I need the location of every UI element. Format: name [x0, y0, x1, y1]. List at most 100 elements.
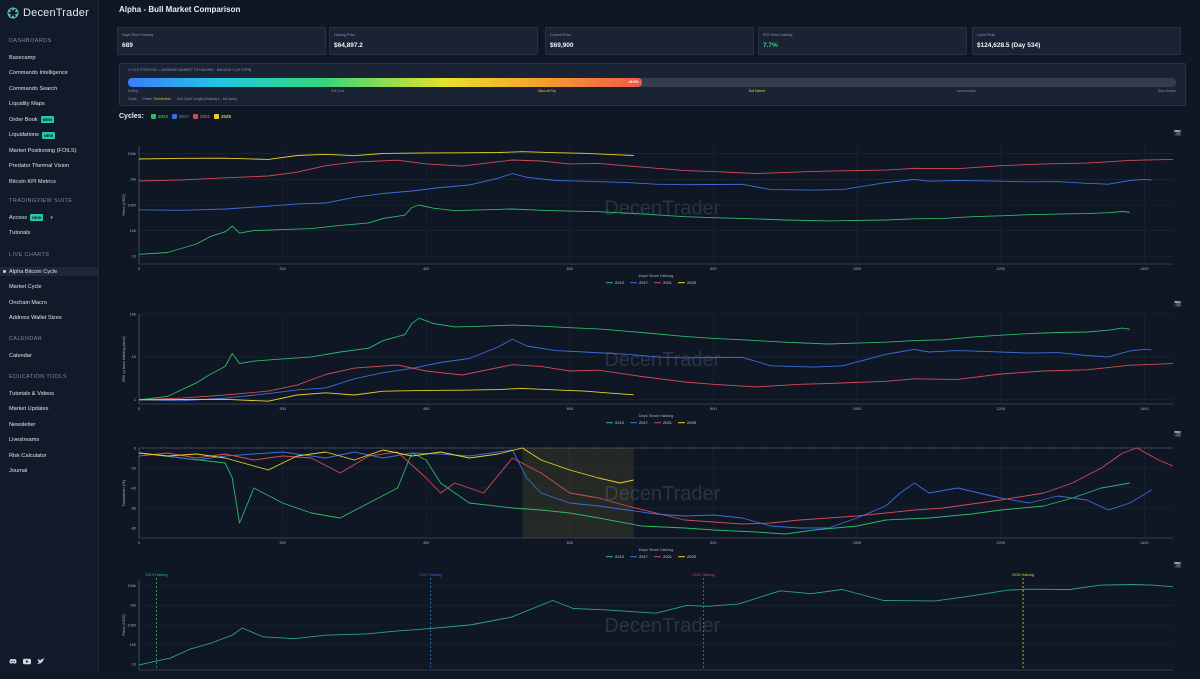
discord-icon[interactable] — [9, 658, 17, 665]
stat-value: $64,897.2 — [334, 42, 363, 49]
sidebar-item[interactable]: Tutorials — [9, 229, 30, 238]
sidebar-item-label: Access — [9, 214, 28, 221]
sidebar-item-label: Market Cycle — [9, 284, 42, 290]
x-tick-label: 1200 — [996, 267, 1004, 271]
sidebar-item[interactable]: Calendar — [9, 351, 32, 360]
x-tick-label: 400 — [423, 541, 429, 545]
risk-legend-phase-prefix: Phase: — [142, 97, 154, 101]
y-tick-label: 10 — [132, 662, 136, 666]
camera-icon[interactable]: 📷 — [1174, 562, 1182, 568]
x-tick-label: 1000 — [853, 267, 861, 271]
stat-label: Cycle Peak — [977, 33, 996, 37]
x-tick-label: 1400 — [1140, 541, 1148, 545]
x-tick-label: 1000 — [853, 541, 861, 545]
chevron-down-icon[interactable]: ▾ — [50, 214, 53, 221]
camera-icon[interactable]: 📷 — [1174, 301, 1182, 307]
logo[interactable]: DecenTrader — [7, 6, 89, 20]
series-line-2025 — [138, 447, 634, 484]
y-tick-label: -60 — [131, 506, 137, 510]
sidebar-item[interactable]: Market Positioning (FOILS) — [9, 146, 76, 155]
roi-chart[interactable]: DecenTrader 1 10 100 0 200 400 600 800 1000 1200 14… — [99, 310, 1200, 435]
sidebar-item-label: Calendar — [9, 352, 32, 359]
sidebar-item[interactable]: Access NEW ▾ — [9, 213, 53, 222]
risk-zone-label: Accumulation — [956, 89, 976, 93]
stat-card: Halving Price $64,897.2 — [329, 27, 538, 55]
legend-label: 2021 — [663, 280, 673, 285]
sidebar-item[interactable]: Order Book NEW — [9, 115, 54, 124]
cycle-toggle-2025[interactable]: 2025 — [213, 114, 231, 119]
sidebar-item[interactable]: Market Updates — [9, 405, 48, 414]
new-badge: NEW — [40, 116, 54, 123]
sidebar-item[interactable]: Predator Thermal Vision — [9, 162, 69, 171]
series-line-2017 — [138, 338, 1152, 402]
legend-label: 2025 — [687, 554, 697, 559]
x-tick-label: 400 — [423, 267, 429, 271]
x-tick-label: 1000 — [853, 407, 861, 411]
twitter-icon[interactable] — [37, 658, 45, 665]
legend-label: 2013 — [615, 280, 625, 285]
cycle-toggle-2017[interactable]: 2017 — [171, 114, 189, 119]
cycle-position-panel: CYCLE POSITION — AVERAGE MARKET TO HALVI… — [119, 63, 1186, 106]
cycle-label: 2025 — [220, 114, 231, 119]
youtube-icon[interactable] — [23, 658, 31, 665]
drawdown-chart[interactable]: DecenTrader 0 -20 -40 -60 -80 0 200 400 600 800 100… — [99, 440, 1200, 570]
sidebar-item[interactable]: Onchain Macro — [9, 298, 47, 307]
sidebar-section-title: TRADINGVIEW SUITE — [9, 198, 73, 204]
sidebar-section-title: CALENDAR — [9, 336, 43, 342]
new-badge: NEW — [30, 214, 44, 221]
series-line-2021 — [138, 363, 1174, 401]
sidebar-item[interactable]: Journal — [9, 467, 27, 476]
series-line-2017 — [138, 173, 1152, 211]
x-tick-label: 1400 — [1140, 267, 1148, 271]
sidebar-item-label: Risk Calculator — [9, 452, 47, 459]
sidebar-item[interactable]: Alpha Bitcoin Cycle — [0, 267, 99, 276]
stat-label: Current Price — [550, 33, 572, 37]
y-tick-label: 100k — [128, 152, 136, 156]
checkbox-icon[interactable] — [192, 114, 198, 119]
price-chart[interactable]: DecenTrader 10 100 1000 10k 100k 0 200 400 600 800… — [99, 140, 1200, 305]
y-axis-title: ROI (x from halving price) — [121, 336, 126, 382]
x-tick-label: 800 — [710, 267, 716, 271]
sidebar-item[interactable]: Risk Calculator — [9, 451, 47, 460]
cycle-toggle-2021[interactable]: 2021 — [192, 114, 210, 119]
camera-icon[interactable]: 📷 — [1174, 431, 1182, 437]
sidebar-item[interactable]: Market Cycle — [9, 283, 42, 292]
checkbox-icon[interactable] — [213, 114, 219, 119]
series-line-2013 — [138, 452, 1130, 535]
watermark: DecenTrader — [604, 615, 720, 637]
history-chart[interactable]: DecenTrader 10 100 1000 10k 100k 2013 Halving 2… — [99, 568, 1200, 679]
sidebar-item[interactable]: Basecamp — [9, 53, 35, 62]
sidebar-item-label: Liquidity Maps — [9, 101, 45, 107]
y-tick-label: 100k — [128, 584, 136, 588]
y-axis-title: Price (USD) — [121, 614, 126, 636]
halving-label: 2017 Halving — [420, 573, 442, 577]
sidebar-item[interactable]: Liquidity Maps — [9, 100, 45, 109]
sidebar-item[interactable]: Tutorials & Videos — [9, 389, 54, 398]
legend-label: 2017 — [639, 420, 649, 425]
sidebar-item-label: Journal — [9, 468, 28, 474]
cycles-filter: Cycles: 2013 2017 2021 2025 — [119, 113, 231, 120]
sidebar-item[interactable]: Bitcoin KPI Metrics — [9, 177, 56, 186]
cycle-toggle-2013[interactable]: 2013 — [150, 114, 168, 119]
checkbox-icon[interactable] — [150, 114, 156, 119]
y-tick-label: 1000 — [128, 203, 136, 207]
sidebar-item[interactable]: Liquidations NEW — [9, 131, 56, 140]
sidebar-item[interactable]: Newsletter — [9, 420, 35, 429]
sidebar-item-label: Address Wallet Sizes — [9, 315, 62, 321]
sidebar-item[interactable]: Commando Intelligence — [9, 69, 68, 78]
sidebar-item-label: Basecamp — [9, 54, 36, 61]
halving-label: 2025 Halving — [1012, 573, 1034, 577]
sidebar-item[interactable]: Address Wallet Sizes — [9, 314, 62, 323]
sidebar-item[interactable]: Commando Search — [9, 84, 57, 93]
legend-label: 2021 — [663, 420, 673, 425]
x-tick-label: 0 — [138, 541, 140, 545]
y-tick-label: -80 — [131, 526, 137, 530]
camera-icon[interactable]: 📷 — [1174, 130, 1182, 136]
legend-label: 2017 — [639, 554, 649, 559]
sidebar-item-label: Tutorials — [9, 230, 31, 236]
legend-label: 2013 — [615, 420, 625, 425]
sidebar-item[interactable]: Livestreams — [9, 436, 39, 445]
checkbox-icon[interactable] — [171, 114, 177, 119]
sidebar-item-label: Market Updates — [9, 406, 49, 412]
stat-label: Halving Price — [334, 33, 356, 37]
